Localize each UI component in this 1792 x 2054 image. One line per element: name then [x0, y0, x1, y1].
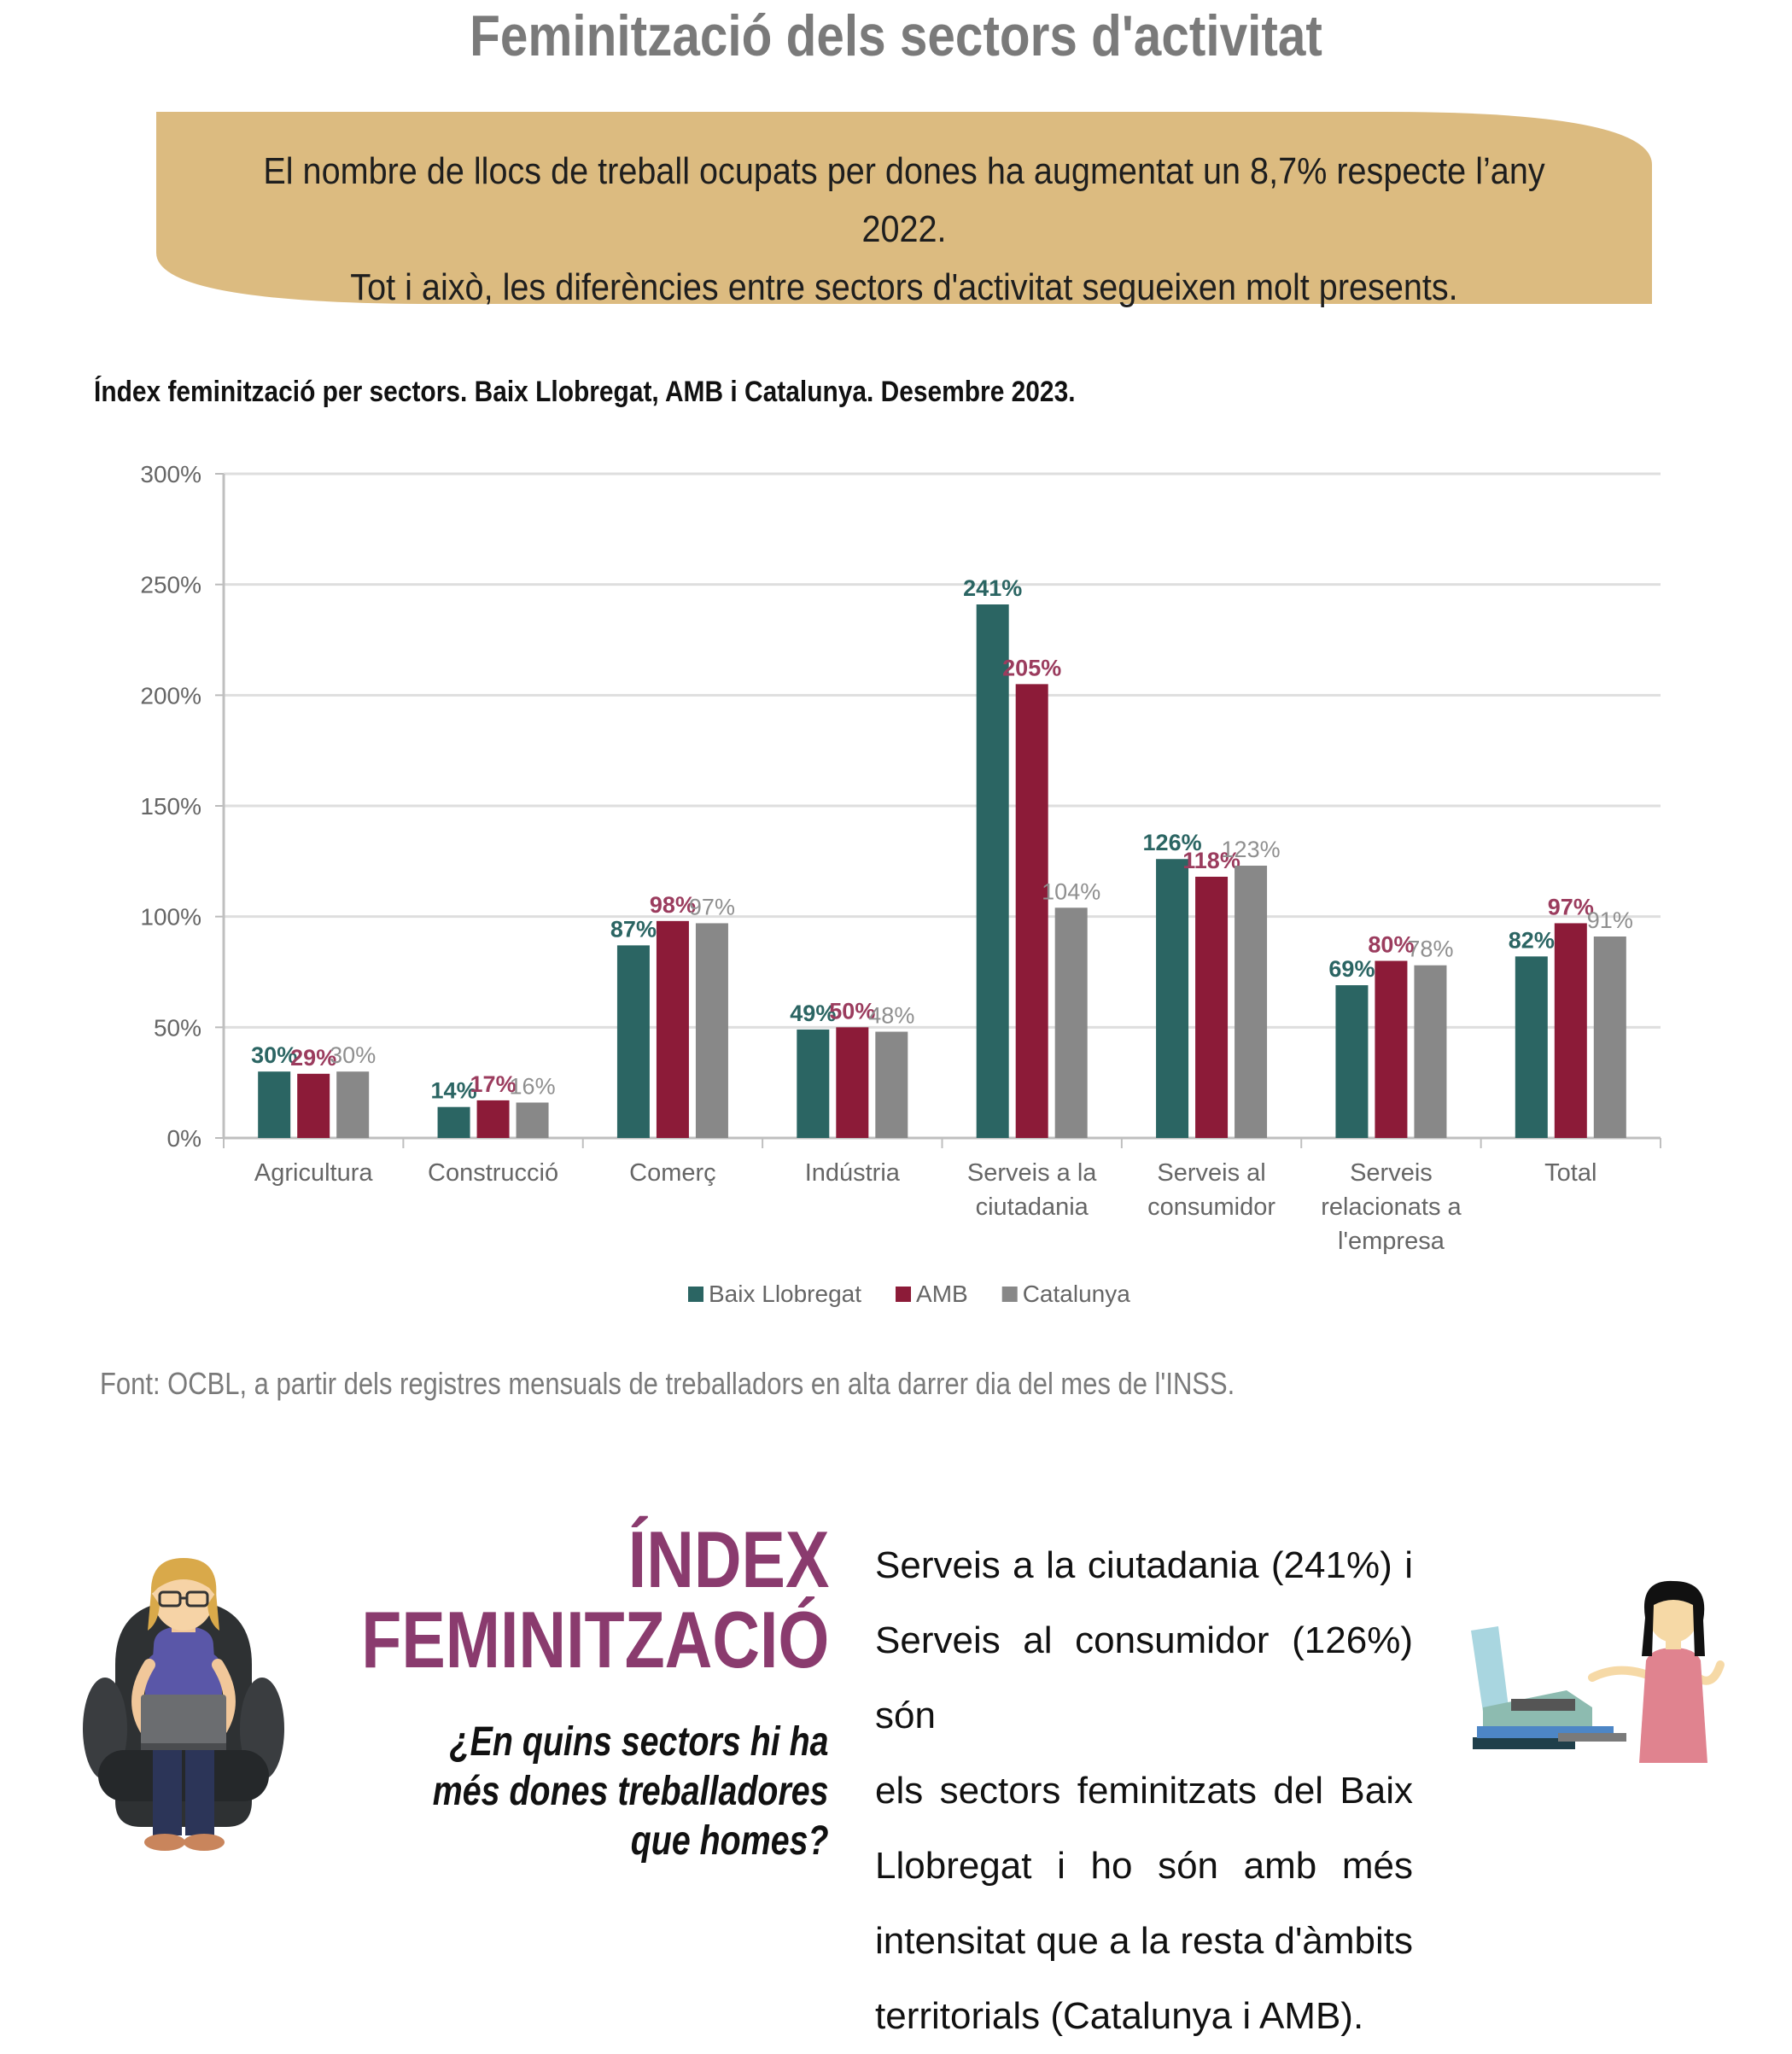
- data-label: 241%: [963, 575, 1022, 601]
- index-heading-line-2: FEMINITZACIÓ: [360, 1595, 829, 1684]
- data-label: 29%: [290, 1045, 336, 1071]
- data-label: 104%: [1042, 878, 1100, 904]
- data-label: 50%: [829, 998, 875, 1024]
- bar: [1375, 960, 1408, 1138]
- data-label: 97%: [689, 894, 735, 919]
- legend-label: Baix Llobregat: [709, 1281, 861, 1307]
- legend-label: AMB: [916, 1281, 968, 1307]
- bar: [1414, 965, 1447, 1138]
- summary-banner: El nombre de llocs de treball ocupats pe…: [156, 112, 1652, 308]
- bar: [1593, 937, 1626, 1138]
- data-label: 82%: [1509, 927, 1555, 953]
- index-description: Serveis a la ciutadania (241%) i Serveis…: [875, 1528, 1413, 2054]
- bar: [1054, 907, 1088, 1138]
- data-label: 16%: [510, 1074, 556, 1100]
- x-tick-label: Indústria: [805, 1159, 901, 1187]
- bar: [516, 1102, 549, 1138]
- index-question: ¿En quins sectors hi ha més dones trebal…: [433, 1718, 829, 1866]
- index-heading: ÍNDEX FEMINITZACIÓ: [361, 1520, 829, 1680]
- banner-line-1: El nombre de llocs de treball ocupats pe…: [263, 150, 1545, 250]
- y-tick-label: 150%: [140, 793, 201, 820]
- data-label: 118%: [1182, 848, 1240, 873]
- woman-working-illustration: [1471, 1580, 1725, 1763]
- data-label: 30%: [251, 1042, 297, 1068]
- x-tick-label: Serveis: [1350, 1159, 1433, 1187]
- x-tick-label: Serveis a la: [967, 1159, 1097, 1187]
- x-tick-label: relacionats a: [1321, 1193, 1462, 1221]
- x-tick-label: consumidor: [1147, 1193, 1275, 1221]
- data-label: 69%: [1328, 956, 1375, 982]
- source-note: Font: OCBL, a partir dels registres mens…: [100, 1366, 1235, 1401]
- description-line: els sectors feminitzats del Baix: [875, 1770, 1413, 1812]
- x-tick-label: Construcció: [428, 1159, 558, 1187]
- bar: [1235, 866, 1268, 1138]
- bar: [976, 604, 1009, 1138]
- data-label: 123%: [1222, 837, 1281, 862]
- bar: [258, 1071, 291, 1138]
- legend-label: Catalunya: [1023, 1281, 1131, 1307]
- x-tick-label: Comerç: [629, 1159, 716, 1187]
- banner-line-2: Tot i això, les diferències entre sector…: [350, 266, 1458, 308]
- bar: [437, 1106, 470, 1138]
- data-label: 91%: [1587, 907, 1633, 933]
- data-label: 80%: [1368, 932, 1414, 958]
- y-tick-label: 50%: [154, 1014, 201, 1041]
- bar: [336, 1071, 370, 1138]
- bar: [1554, 923, 1587, 1138]
- woman-laptop-illustration: [83, 1558, 284, 1851]
- bar: [1335, 985, 1369, 1138]
- data-label: 87%: [610, 916, 657, 942]
- x-tick-label: Total: [1544, 1159, 1596, 1187]
- data-label: 78%: [1407, 937, 1453, 962]
- y-tick-label: 250%: [140, 572, 201, 598]
- legend-swatch: [896, 1287, 912, 1302]
- bar: [476, 1100, 510, 1138]
- legend-swatch: [688, 1287, 703, 1302]
- bar: [297, 1073, 330, 1138]
- y-tick-label: 100%: [140, 904, 201, 931]
- index-heading-line-1: ÍNDEX: [627, 1514, 829, 1604]
- bar: [1515, 956, 1548, 1138]
- bar: [1015, 684, 1048, 1138]
- data-label: 98%: [650, 892, 696, 918]
- question-line-3: que homes?: [631, 1818, 829, 1864]
- bar: [875, 1031, 908, 1138]
- bar-chart: 0% 50% 100% 150% 200% 250% 300% 30%29%30% Agricu…: [140, 461, 1661, 1307]
- bar: [616, 945, 650, 1138]
- data-label: 14%: [431, 1078, 477, 1104]
- question-line-1: ¿En quins sectors hi ha: [450, 1719, 829, 1765]
- data-label: 49%: [790, 1001, 836, 1026]
- x-tick-label: l'empresa: [1338, 1228, 1445, 1255]
- description-line: Serveis a la ciutadania (241%) i: [875, 1544, 1413, 1586]
- y-tick-label: 200%: [140, 682, 201, 709]
- data-label: 126%: [1143, 830, 1202, 855]
- chart-title: Índex feminització per sectors. Baix Llo…: [94, 376, 1076, 408]
- data-label: 30%: [330, 1042, 376, 1068]
- description-line: intensitat que a la resta d'àmbits: [875, 1920, 1413, 1962]
- x-tick-label: ciutadania: [976, 1193, 1089, 1221]
- bar: [695, 923, 728, 1138]
- legend-swatch: [1001, 1287, 1018, 1302]
- description-line: Llobregat i ho són amb més: [875, 1845, 1413, 1887]
- bar: [1195, 876, 1229, 1138]
- question-line-2: més dones treballadores: [433, 1769, 829, 1814]
- description-line: territorials (Catalunya i AMB).: [875, 1995, 1364, 2037]
- bar: [836, 1027, 869, 1138]
- bar: [1156, 859, 1189, 1138]
- bar: [797, 1029, 830, 1138]
- y-tick-label: 0%: [167, 1125, 201, 1152]
- description-line: Serveis al consumidor (126%) són: [875, 1619, 1413, 1736]
- x-tick-label: Agricultura: [254, 1159, 373, 1187]
- bar: [656, 920, 689, 1138]
- page-title: Feminització dels sectors d'activitat: [470, 3, 1322, 68]
- banner-shape: [156, 112, 1652, 304]
- data-label: 48%: [868, 1003, 914, 1029]
- data-label: 205%: [1002, 655, 1061, 680]
- data-label: 97%: [1548, 894, 1594, 919]
- x-tick-label: Serveis al: [1157, 1159, 1265, 1187]
- data-label: 17%: [470, 1071, 517, 1097]
- y-tick-label: 300%: [140, 461, 201, 487]
- banner-text: El nombre de llocs de treball ocupats pe…: [156, 143, 1652, 317]
